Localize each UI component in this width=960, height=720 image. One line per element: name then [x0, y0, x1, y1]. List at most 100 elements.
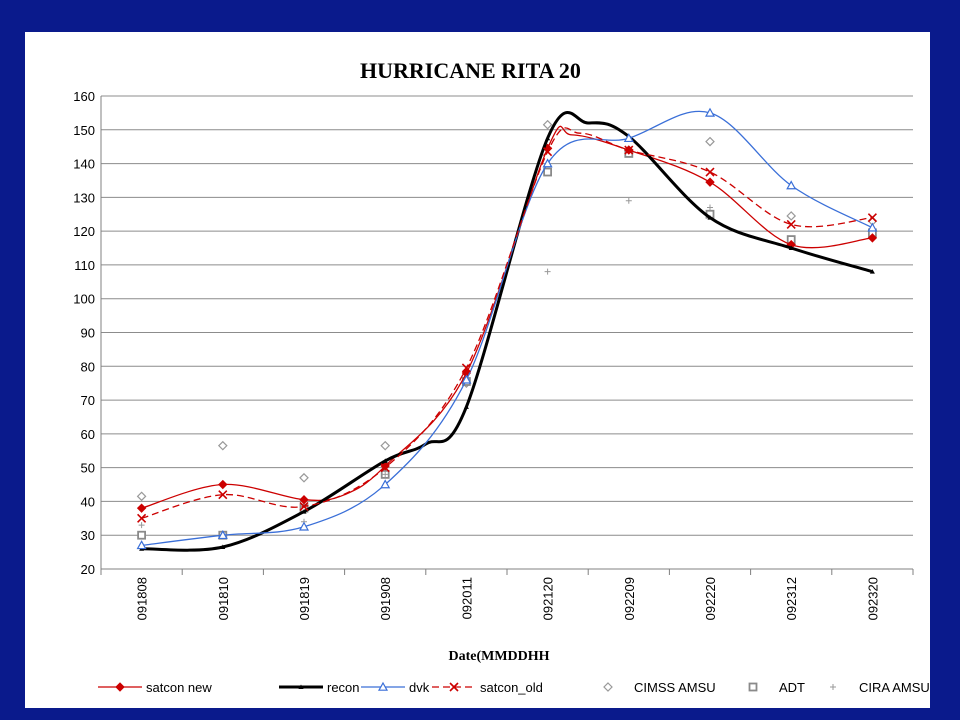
data-point-recon: [869, 269, 875, 274]
x-tick-label: 092209: [622, 577, 637, 620]
data-point-satcon-old: [624, 145, 634, 155]
data-point-cimss-amsu: [542, 119, 553, 130]
legend-swatch-marker: [115, 682, 125, 692]
data-point-cimss-amsu: [705, 136, 715, 147]
series-line-recon: [141, 111, 873, 552]
y-tick-label: 110: [74, 258, 95, 273]
data-point-recon: [788, 245, 794, 251]
data-point-recon: [382, 458, 388, 463]
y-tick-label: 50: [81, 461, 95, 476]
data-point-satcon-old: [218, 490, 228, 500]
y-tick-label: 80: [81, 359, 95, 374]
data-point-satcon-new: [299, 495, 309, 505]
legend-label: ADT: [779, 680, 805, 695]
legend-swatch-marker: [603, 682, 613, 692]
data-point-satcon-old: [461, 363, 471, 373]
x-tick-label: 092320: [865, 577, 880, 620]
data-point-dvk: [786, 180, 797, 190]
series-cimss-amsu: [136, 119, 878, 502]
series-line-dvk: [141, 110, 873, 547]
series-cira-amsu: [138, 197, 795, 529]
data-point-recon: [463, 404, 469, 409]
data-point-recon: [545, 135, 551, 141]
legend-swatch-marker: [377, 681, 389, 691]
data-point-cimss-amsu: [786, 211, 797, 221]
series-dvk: [136, 107, 878, 550]
y-tick-label: 70: [81, 393, 95, 408]
chart-area: HURRICANE RITA 20 20 30 40 50 60 70 80 90 100 110…: [25, 32, 930, 708]
data-point-cira-amsu: [138, 522, 145, 529]
x-tick-label: 092220: [703, 577, 718, 620]
chart-title: HURRICANE RITA 20: [360, 58, 581, 83]
x-tick-label: 091908: [378, 577, 393, 620]
legend-item-adt: ADT: [748, 680, 805, 695]
legend-swatch-marker: [830, 684, 836, 690]
data-point-satcon-old: [137, 513, 147, 523]
data-point-satcon-old: [380, 463, 390, 473]
data-point-adt: [137, 530, 146, 540]
data-point-dvk: [136, 540, 147, 550]
data-point-satcon-old: [786, 219, 796, 229]
y-tick-label: 90: [81, 326, 95, 341]
data-point-dvk: [542, 158, 553, 168]
series-satcon-new: [136, 125, 878, 513]
data-point-satcon-old: [543, 147, 553, 157]
data-point-satcon-old: [299, 501, 309, 512]
line-chart: HURRICANE RITA 20 20 30 40 50 60 70 80 90 100 110…: [73, 58, 930, 695]
legend-label: CIRA AMSU: [859, 680, 930, 695]
x-tick-label: 091810: [216, 577, 231, 620]
legend-swatch-marker: [748, 682, 758, 692]
data-point-satcon-old: [867, 213, 877, 223]
data-point-dvk: [380, 479, 391, 489]
x-axis-label: Date(MMDDHH: [448, 649, 549, 664]
data-point-cimss-amsu: [299, 472, 309, 483]
legend-label: CIMSS AMSU: [634, 680, 716, 695]
y-tick-label: 120: [73, 224, 95, 239]
legend-item-satcon-new: satcon new: [98, 680, 212, 695]
x-tick-label: 091819: [297, 577, 312, 620]
y-tick-label: 150: [73, 123, 95, 138]
data-point-dvk: [217, 529, 228, 540]
x-tick-label: 091808: [135, 577, 150, 620]
legend-swatch-marker: [449, 682, 459, 692]
y-tick-label: 30: [81, 528, 95, 543]
x-tick-label: 092120: [541, 577, 556, 620]
legend-item-recon: recon: [279, 680, 360, 695]
y-tick-label: 40: [81, 494, 95, 509]
data-point-cimss-amsu: [217, 440, 228, 451]
legend-label: recon: [327, 680, 360, 695]
data-point-recon: [301, 509, 307, 514]
data-point-recon: [220, 544, 226, 550]
y-tick-label: 130: [73, 190, 95, 205]
series-adt: [137, 149, 877, 540]
series-recon: [139, 111, 875, 552]
data-point-dvk: [867, 222, 878, 232]
data-point-cira-amsu: [625, 197, 632, 204]
data-point-satcon-new: [136, 503, 147, 513]
data-point-cira-amsu: [382, 471, 389, 478]
legend-label: dvk: [409, 680, 430, 695]
legend-label: satcon_old: [480, 680, 543, 695]
data-point-dvk: [623, 132, 634, 143]
series-satcon-old: [137, 127, 877, 523]
data-point-dvk: [704, 107, 716, 117]
legend: satcon new recon dvk satcon_old CIMSS AMSU AD…: [98, 680, 930, 695]
legend-item-satcon-old: satcon_old: [432, 680, 543, 695]
legend-swatch-marker: [298, 684, 304, 689]
data-point-cira-amsu: [707, 204, 713, 211]
legend-label: satcon new: [146, 680, 212, 695]
y-tick-label: 140: [73, 157, 95, 172]
plot-area: 20 30 40 50 60 70 80 90 100 110 120 130 140 150 160 091…: [73, 89, 914, 620]
legend-item-dvk: dvk: [361, 680, 430, 695]
data-point-satcon-new: [705, 177, 715, 187]
y-tick-label: 20: [81, 562, 95, 577]
y-tick-label: 160: [73, 89, 95, 104]
data-point-satcon-new: [867, 233, 878, 243]
y-tick-label: 100: [73, 292, 95, 307]
data-point-satcon-old: [705, 167, 715, 177]
legend-item-cimss-amsu: CIMSS AMSU: [603, 680, 716, 695]
series-line-satcon-new: [141, 125, 873, 509]
data-point-recon: [707, 215, 713, 220]
legend-item-cira-amsu: CIRA AMSU: [830, 680, 930, 695]
